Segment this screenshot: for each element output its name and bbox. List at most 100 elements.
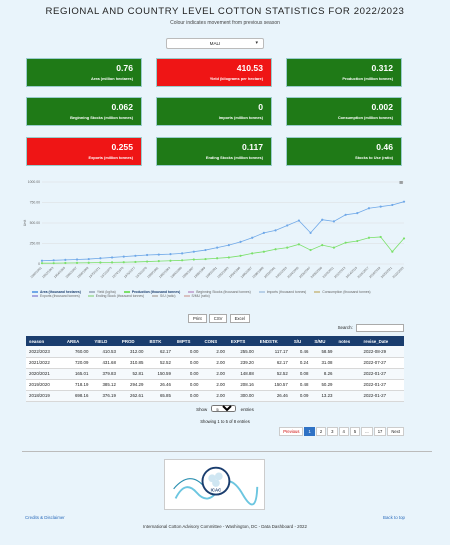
data-point[interactable] [356,212,359,215]
column-header[interactable]: YIELD [94,338,108,344]
data-point[interactable] [181,252,184,255]
data-point[interactable] [87,257,90,261]
length-select[interactable]: 5 [211,405,237,412]
data-point[interactable] [192,258,195,261]
data-point[interactable] [332,246,336,249]
data-point[interactable] [367,207,371,210]
data-point[interactable] [309,248,312,252]
data-point[interactable] [216,246,219,249]
data-point[interactable] [181,259,184,262]
legend-item[interactable]: S/MU (ratio) [183,294,210,298]
page-previous[interactable]: Previous [279,427,304,436]
page-2[interactable]: 2 [315,427,327,436]
legend-item[interactable]: Exports (thousand tonnes) [32,294,80,298]
data-point[interactable] [134,260,137,264]
page-17[interactable]: 17 [373,427,387,436]
data-point[interactable] [99,261,102,264]
data-point[interactable] [110,256,114,259]
data-point[interactable] [321,218,324,221]
data-point[interactable] [227,256,230,259]
csv-button[interactable]: CSV [208,314,228,323]
page-next[interactable]: Next [387,427,404,436]
data-point[interactable] [332,220,336,223]
back-to-top-link[interactable]: Back to top [383,515,405,520]
legend-item[interactable]: Production (thousand tonnes) [123,290,180,294]
data-point[interactable] [216,257,219,260]
page-1[interactable]: 1 [304,427,315,436]
data-point[interactable] [344,213,347,216]
data-point[interactable] [204,257,207,261]
data-point[interactable] [391,250,394,253]
data-point[interactable] [64,258,67,261]
page-3[interactable]: 3 [327,427,338,436]
column-header[interactable]: CONS [204,338,218,344]
data-point[interactable] [145,253,149,257]
data-point[interactable] [251,236,254,239]
data-point[interactable] [87,261,90,264]
data-point[interactable] [122,261,125,264]
data-point[interactable] [169,253,172,256]
data-point[interactable] [99,257,102,260]
data-point[interactable] [64,261,67,265]
column-header[interactable]: EXPTS [230,338,246,344]
data-point[interactable] [356,239,359,243]
data-point[interactable] [344,241,347,244]
data-point[interactable] [262,231,265,234]
column-header[interactable]: S/MU [314,338,326,344]
column-header[interactable]: season [29,338,45,344]
search-input[interactable] [356,324,404,332]
data-point[interactable] [110,261,114,264]
data-point[interactable] [52,262,55,265]
legend-item[interactable]: Yield (kg/ha) [88,290,116,294]
data-point[interactable] [367,236,371,239]
column-header[interactable]: revise_Date [363,338,389,344]
data-point[interactable] [157,253,160,256]
data-point[interactable] [379,235,382,239]
data-point[interactable] [204,248,207,252]
column-header[interactable]: notes [338,338,351,344]
data-point[interactable] [391,203,394,207]
column-header[interactable]: PROD [121,338,135,344]
data-point[interactable] [262,250,265,253]
data-point[interactable] [402,237,406,240]
page-4[interactable]: 4 [338,427,349,436]
column-header[interactable]: AREA [66,338,80,344]
data-point[interactable] [274,248,277,251]
column-header[interactable]: S/U [293,338,302,344]
data-point[interactable] [145,260,149,263]
data-point[interactable] [274,229,277,232]
data-point[interactable] [122,255,125,258]
column-header[interactable]: ENDSTK [259,338,278,344]
data-point[interactable] [157,260,160,263]
print-button[interactable]: Print [188,314,207,323]
data-point[interactable] [402,200,406,203]
legend-item[interactable]: S/U (ratio) [152,294,176,298]
column-header[interactable]: IMPTS [176,338,191,344]
page-5[interactable]: 5 [349,427,361,436]
data-point[interactable] [286,246,289,249]
excel-button[interactable]: Excel [229,314,250,323]
data-point[interactable] [239,254,242,257]
data-point[interactable] [297,243,301,246]
legend-item[interactable]: Consumption (thousand tonnes) [314,290,371,294]
data-point[interactable] [379,205,382,208]
legend-item[interactable]: Ending Stock (thousand tonnes) [87,294,144,298]
data-point[interactable] [40,259,44,262]
legend-item[interactable]: Imports (thousand tonnes) [258,290,306,294]
data-point[interactable] [52,259,55,262]
credits-link[interactable]: Credits & Disclaimer [25,515,65,520]
data-point[interactable] [321,244,324,247]
hamburger-icon[interactable]: ≡ [399,180,404,187]
legend-item[interactable]: Beginning Stocks (thousand tonnes) [188,290,251,294]
data-point[interactable] [169,259,172,262]
data-point[interactable] [239,240,242,243]
data-point[interactable] [251,252,254,255]
country-select[interactable]: MALI ▾ [166,38,264,49]
data-point[interactable] [309,231,312,234]
column-header[interactable]: BSTK [149,338,162,344]
data-point[interactable] [134,254,137,257]
data-point[interactable] [75,261,79,264]
data-point[interactable] [75,258,79,261]
data-point[interactable] [227,244,230,247]
data-point[interactable] [286,224,289,227]
